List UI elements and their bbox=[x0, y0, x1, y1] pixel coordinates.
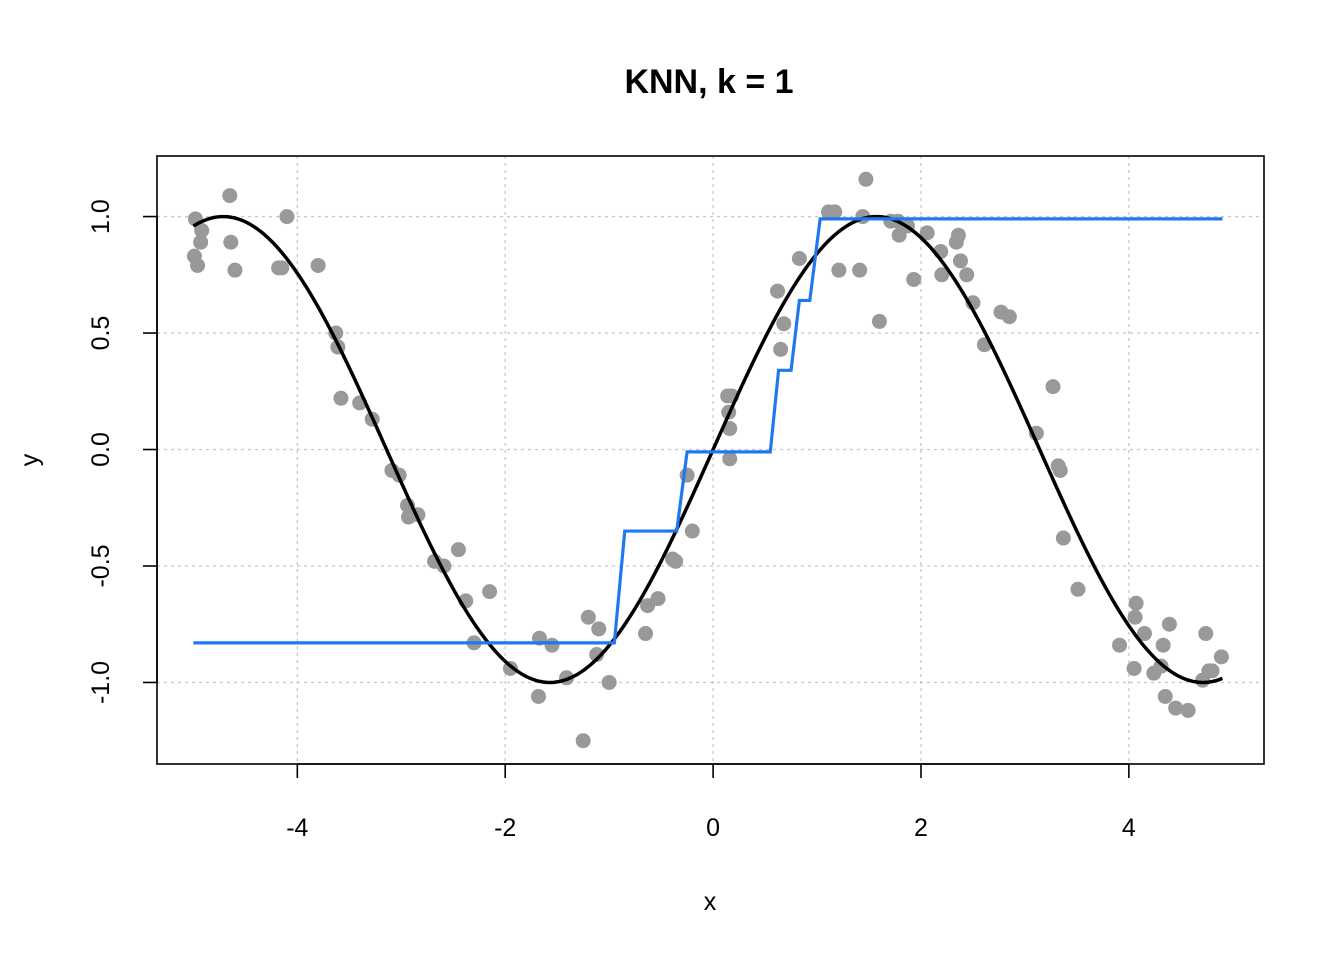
x-tick-label: 0 bbox=[706, 814, 720, 842]
knn-fit-line bbox=[193, 217, 1223, 645]
data-point bbox=[227, 262, 243, 278]
data-point bbox=[638, 626, 654, 642]
data-point bbox=[1157, 688, 1173, 704]
data-point bbox=[668, 553, 684, 569]
data-point bbox=[190, 257, 206, 273]
data-point bbox=[279, 209, 295, 225]
data-point bbox=[919, 225, 935, 241]
data-point bbox=[544, 637, 560, 653]
data-point bbox=[575, 733, 591, 749]
y-tick-label: 1.0 bbox=[87, 199, 115, 234]
data-point bbox=[852, 262, 868, 278]
data-point bbox=[580, 609, 596, 625]
data-point bbox=[858, 171, 874, 187]
data-point bbox=[1055, 530, 1071, 546]
data-point bbox=[589, 647, 605, 663]
data-point bbox=[1112, 637, 1128, 653]
y-axis-label: y bbox=[16, 453, 44, 466]
y-axis: -1.0 -0.5 0.0 0.5 1.0 bbox=[87, 199, 158, 704]
data-point bbox=[1070, 581, 1086, 597]
data-point bbox=[333, 390, 349, 406]
data-point bbox=[591, 621, 607, 637]
data-point bbox=[950, 227, 966, 243]
data-point bbox=[770, 283, 786, 299]
true-curve-line bbox=[192, 214, 1224, 685]
data-point bbox=[274, 260, 290, 276]
data-point bbox=[1213, 649, 1229, 665]
data-point bbox=[684, 523, 700, 539]
data-point bbox=[1161, 616, 1177, 632]
data-point bbox=[194, 223, 210, 239]
data-point bbox=[1001, 309, 1017, 325]
data-point bbox=[1168, 700, 1184, 716]
data-point bbox=[831, 262, 847, 278]
data-point bbox=[601, 674, 617, 690]
x-axis: -4 -2 0 2 4 bbox=[286, 763, 1136, 842]
data-point bbox=[310, 257, 326, 273]
data-point bbox=[934, 267, 950, 283]
data-point bbox=[1127, 609, 1143, 625]
data-point bbox=[1126, 660, 1142, 676]
data-point bbox=[871, 313, 887, 329]
data-point bbox=[906, 271, 922, 287]
data-point bbox=[722, 451, 738, 467]
data-point bbox=[1155, 637, 1171, 653]
y-tick-label: -0.5 bbox=[87, 544, 115, 587]
series-lines bbox=[192, 214, 1224, 685]
x-tick-label: 2 bbox=[914, 814, 928, 842]
data-point bbox=[1136, 626, 1152, 642]
data-point bbox=[482, 584, 498, 600]
data-point bbox=[193, 234, 209, 250]
data-point bbox=[773, 341, 789, 357]
y-tick-label: -1.0 bbox=[87, 661, 115, 704]
data-point bbox=[222, 188, 238, 204]
data-point bbox=[1180, 702, 1196, 718]
data-point bbox=[1052, 462, 1068, 478]
data-point bbox=[791, 250, 807, 266]
data-point bbox=[1045, 379, 1061, 395]
x-tick-label: -2 bbox=[494, 814, 516, 842]
data-point bbox=[952, 253, 968, 269]
data-point bbox=[776, 316, 792, 332]
data-point bbox=[827, 204, 843, 220]
data-point bbox=[450, 542, 466, 558]
data-point bbox=[1204, 663, 1220, 679]
data-point bbox=[1128, 595, 1144, 611]
data-point bbox=[959, 267, 975, 283]
x-axis-label: x bbox=[704, 888, 717, 916]
data-point bbox=[530, 688, 546, 704]
data-point bbox=[223, 234, 239, 250]
x-tick-label: 4 bbox=[1122, 814, 1136, 842]
x-tick-label: -4 bbox=[286, 814, 308, 842]
y-tick-label: 0.5 bbox=[87, 316, 115, 351]
data-point bbox=[1198, 626, 1214, 642]
data-point bbox=[650, 591, 666, 607]
y-tick-label: 0.0 bbox=[87, 432, 115, 467]
chart-title: KNN, k = 1 bbox=[624, 63, 793, 101]
